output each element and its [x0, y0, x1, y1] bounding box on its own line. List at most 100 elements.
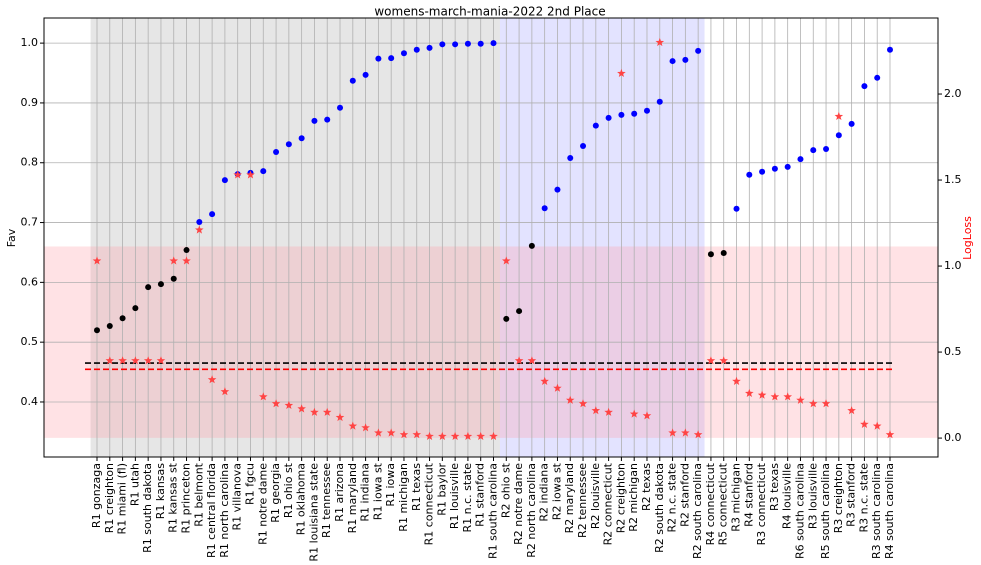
x-tick-label: R2 n.c. state — [666, 463, 679, 533]
y2-tick-label: 2.0 — [944, 87, 962, 100]
dot-point — [349, 77, 356, 84]
x-tick-label: R6 south carolina — [793, 463, 806, 559]
dot-point — [797, 156, 804, 163]
dot-point — [618, 111, 625, 118]
dot-point — [887, 46, 893, 53]
x-tick-label: R3 michigan — [730, 463, 743, 532]
dot-point — [643, 107, 650, 114]
x-tick-label: R1 kansas st — [167, 462, 180, 532]
dot-point — [362, 71, 369, 78]
y-tick-label: 0.5 — [21, 335, 39, 348]
x-tick-label: R1 central florida — [205, 463, 218, 558]
star-point — [745, 388, 754, 397]
dot-point — [285, 141, 292, 148]
star-point — [770, 392, 780, 401]
dot-point — [106, 323, 113, 330]
x-tick-label: R4 south carolina — [883, 463, 896, 559]
star-point — [514, 356, 524, 365]
x-tick-label: R1 fgcu — [243, 463, 256, 505]
shaded-region — [90, 18, 500, 457]
dot-point — [861, 83, 868, 90]
x-tick-label: R2 south dakota — [653, 463, 666, 553]
star-point — [681, 428, 690, 437]
x-tick-label: R2 north carolina — [525, 463, 538, 558]
star-point — [591, 406, 601, 415]
dot-point — [183, 247, 190, 254]
x-tick-label: R3 creighton — [832, 463, 845, 533]
y2-tick-label: 0.0 — [944, 431, 962, 444]
x-tick-label: R1 stanford — [474, 463, 487, 527]
x-tick-label: R3 n.c. state — [857, 463, 870, 533]
x-tick-label: R1 gonzaga — [90, 463, 103, 528]
x-tick-label: R1 iowa st — [371, 462, 384, 520]
dot-point — [682, 56, 689, 63]
dot-point — [375, 55, 382, 62]
x-tick-label: R1 michigan — [397, 463, 410, 532]
star-point — [476, 431, 485, 440]
dot-point — [669, 58, 676, 65]
star-point — [143, 356, 153, 365]
star-point — [425, 431, 434, 440]
x-tick-label: R2 south carolina — [691, 463, 704, 559]
star-point — [92, 256, 102, 265]
y-tick-label: 0.8 — [21, 156, 39, 169]
y-tick-label: 0.7 — [21, 216, 39, 229]
plot-frame — [43, 17, 939, 458]
dot-point — [439, 41, 446, 48]
star-point — [156, 356, 166, 365]
star-point — [195, 225, 204, 234]
x-tick-label: R1 north carolina — [218, 463, 231, 558]
dot-point — [94, 327, 100, 334]
dot-point — [592, 122, 599, 129]
star-point — [668, 428, 677, 437]
x-tick-label: R4 stanford — [742, 463, 755, 527]
star-point — [169, 256, 178, 265]
x-tick-label: R2 texas — [640, 463, 653, 511]
dot-point — [746, 171, 753, 178]
dot-point — [119, 315, 126, 322]
x-tick-label: R1 maryland — [346, 463, 359, 533]
dot-point — [874, 74, 881, 81]
dot-point — [145, 284, 152, 291]
dot-point — [452, 41, 459, 48]
star-point — [259, 392, 268, 401]
star-point — [322, 407, 332, 416]
dot-point — [631, 110, 638, 117]
star-point — [629, 409, 639, 418]
star-point — [335, 412, 345, 422]
star-point — [220, 387, 230, 396]
dot-point — [567, 154, 574, 161]
dot-point — [477, 40, 484, 47]
dot-point — [388, 55, 395, 62]
x-tick-label: R1 utah — [128, 463, 141, 506]
star-point — [412, 430, 421, 439]
x-tick-label: R2 notre dame — [512, 463, 525, 545]
star-point — [553, 383, 562, 392]
star-point — [399, 430, 409, 439]
star-point — [540, 376, 549, 385]
dot-point — [490, 40, 497, 47]
x-tick-label: R3 louisville — [806, 463, 819, 529]
star-point — [361, 423, 370, 432]
x-tick-label: R1 baylor — [435, 463, 448, 516]
star-point — [655, 37, 665, 47]
star-point — [246, 170, 255, 179]
star-point — [706, 356, 716, 365]
x-tick-label: R1 miami (fl) — [116, 463, 129, 534]
star-point — [105, 356, 115, 365]
x-tick-label: R1 connecticut — [423, 462, 436, 545]
dot-point — [720, 250, 727, 257]
x-tick-label: R1 texas — [410, 463, 423, 511]
y2-tick-label: 0.5 — [944, 345, 962, 358]
x-tick-label: R3 texas — [768, 463, 781, 511]
x-tick-label: R2 iowa st — [550, 462, 563, 520]
x-tick-label: R1 iowa — [384, 463, 397, 507]
star-point — [693, 430, 703, 439]
x-tick-label: R3 south carolina — [870, 463, 883, 559]
y-tick-label: 0.4 — [21, 395, 39, 408]
dot-point — [823, 145, 830, 152]
star-point — [131, 356, 140, 365]
dot-point — [311, 117, 318, 124]
star-point — [604, 407, 613, 416]
